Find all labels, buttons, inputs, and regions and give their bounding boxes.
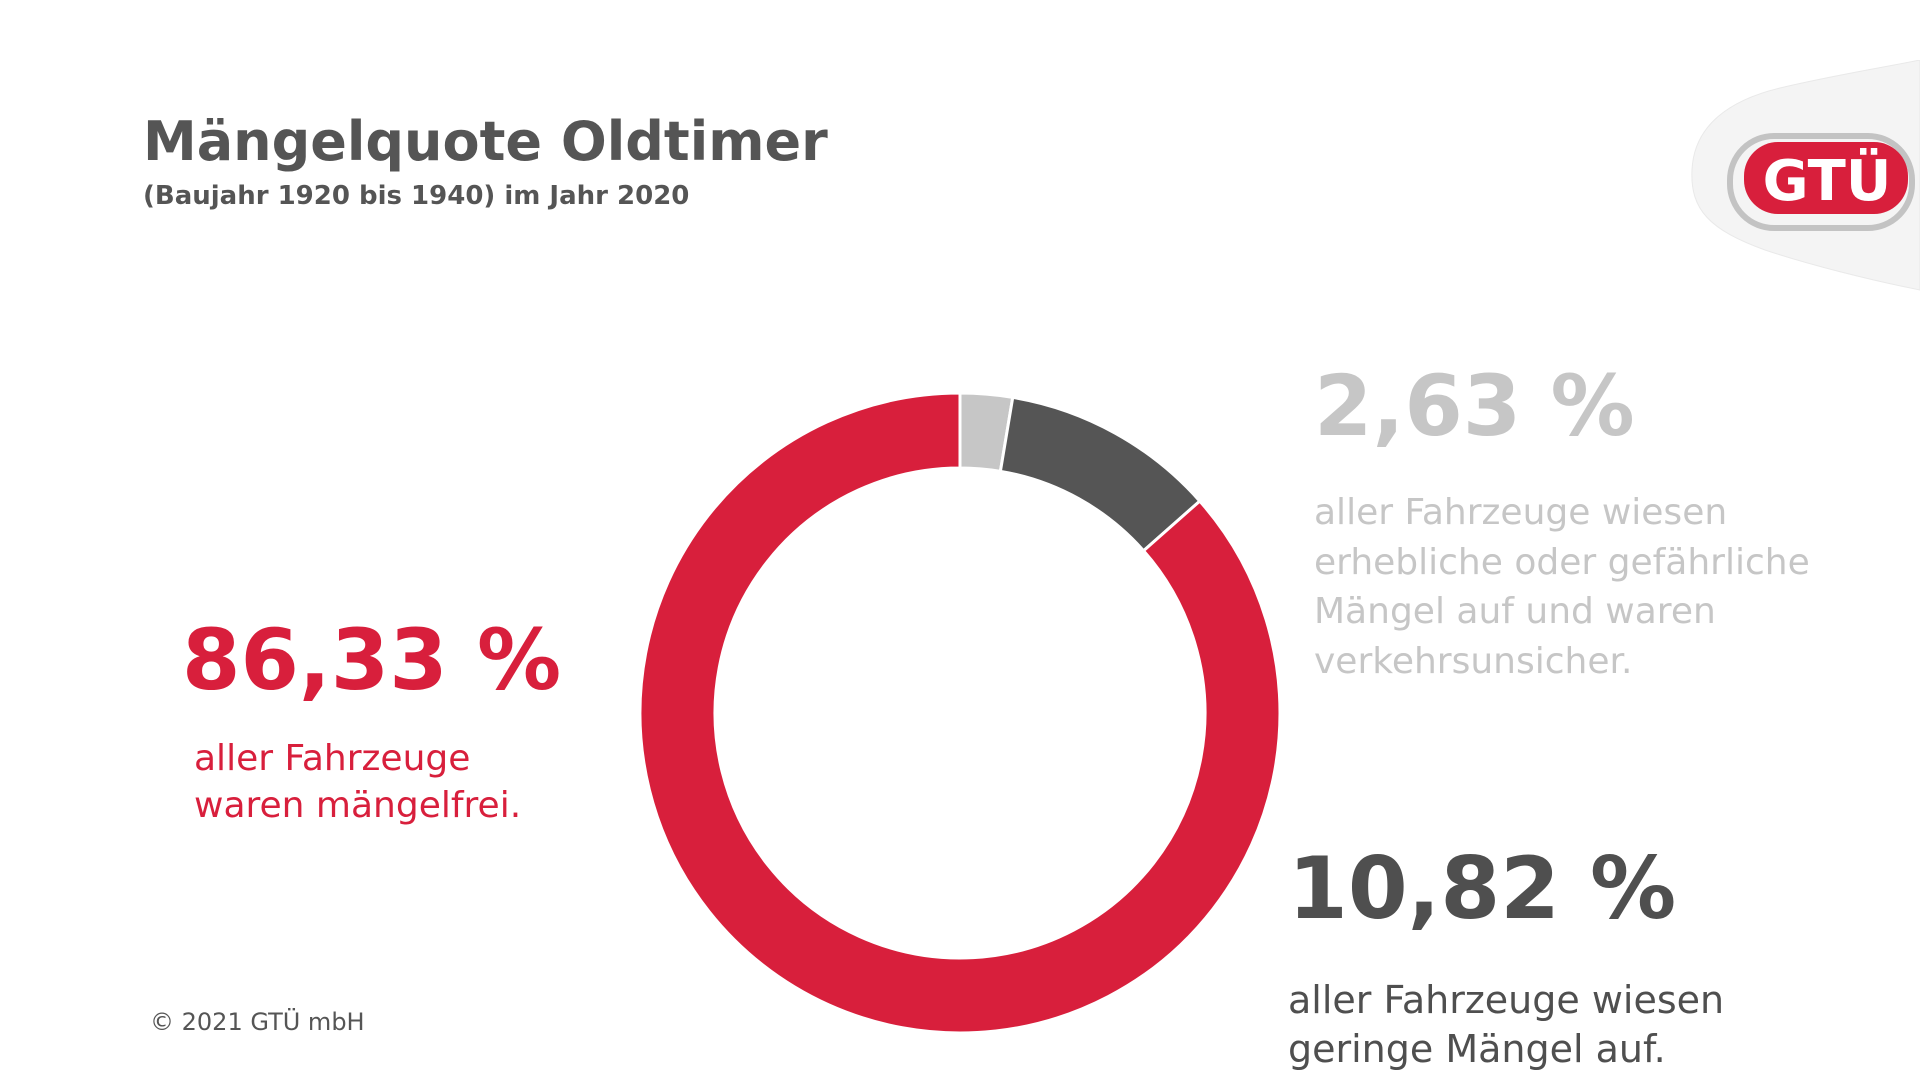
stat-maengelfrei: 86,33 % aller Fahrzeuge waren mängelfrei… xyxy=(182,618,561,830)
logo-outline xyxy=(1727,133,1915,231)
stat-geringe-maengel-line-1: aller Fahrzeuge wiesen xyxy=(1288,978,1725,1022)
stat-verkehrsunsicher-value: 2,63 % xyxy=(1314,357,1635,455)
donut-slice-3 xyxy=(638,391,1282,1035)
stat-maengelfrei-description: aller Fahrzeuge waren mängelfrei. xyxy=(182,736,561,830)
stat-verkehrsunsicher-description: aller Fahrzeuge wiesen erhebliche oder g… xyxy=(1314,488,1810,687)
header: Mängelquote Oldtimer (Baujahr 1920 bis 1… xyxy=(143,110,828,212)
stat-geringe-maengel: 10,82 % aller Fahrzeuge wiesen geringe M… xyxy=(1288,846,1724,1075)
stat-verkehrsunsicher-line-2: erhebliche oder gefährliche xyxy=(1314,541,1810,583)
copyright: © 2021 GTÜ mbH xyxy=(150,1008,365,1036)
stat-verkehrsunsicher-line-4: verkehrsunsicher. xyxy=(1314,641,1633,683)
page-title: Mängelquote Oldtimer xyxy=(143,110,828,173)
stat-maengelfrei-line-2: waren mängelfrei. xyxy=(194,784,522,826)
stat-maengelfrei-line-1: aller Fahrzeuge xyxy=(194,738,471,779)
page-subtitle: (Baujahr 1920 bis 1940) im Jahr 2020 xyxy=(143,181,690,212)
stat-verkehrsunsicher-line-3: Mängel auf und waren xyxy=(1314,591,1716,633)
stat-verkehrsunsicher-line-1: aller Fahrzeuge wiesen xyxy=(1314,492,1728,533)
gtu-logo: GTÜ xyxy=(1620,59,1920,300)
stat-geringe-maengel-value: 10,82 % xyxy=(1288,839,1677,939)
stat-verkehrsunsicher: 2,63 % aller Fahrzeuge wiesen erhebliche… xyxy=(1314,364,1810,687)
stat-geringe-maengel-line-2: geringe Mängel auf. xyxy=(1288,1027,1666,1072)
stat-maengelfrei-value: 86,33 % xyxy=(182,611,562,709)
logo-fill xyxy=(1744,142,1908,214)
gtu-logo-graphic: GTÜ xyxy=(1691,59,1920,291)
stat-geringe-maengel-description: aller Fahrzeuge wiesen geringe Mängel au… xyxy=(1288,976,1724,1075)
logo-text: GTÜ xyxy=(1763,149,1892,214)
